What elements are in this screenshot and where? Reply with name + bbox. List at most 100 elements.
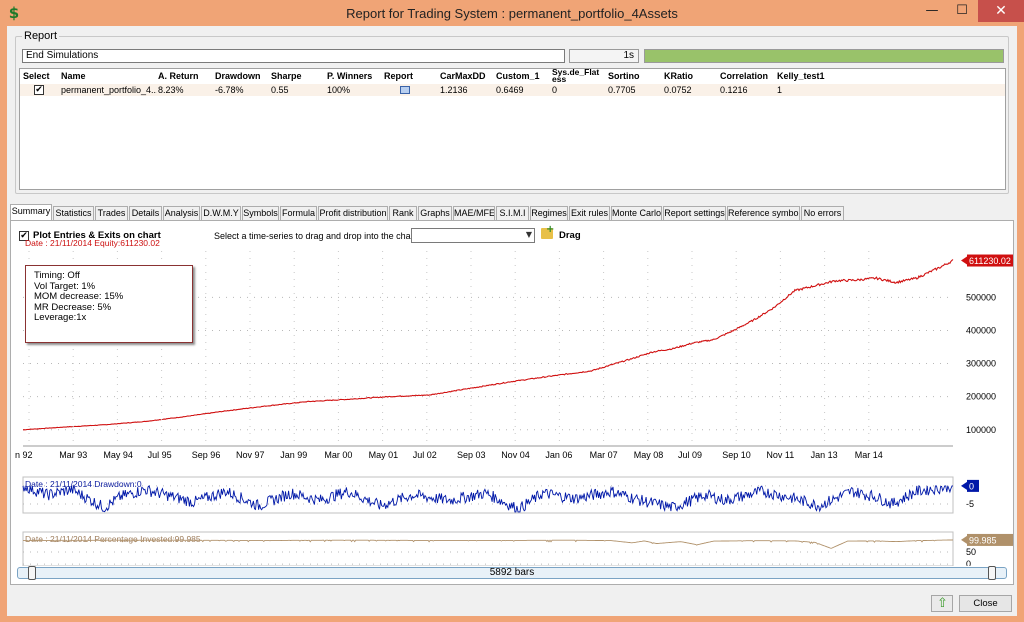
cell-name: permanent_portfolio_4... — [61, 85, 157, 95]
equity-x-tick-label: Mar 14 — [855, 450, 883, 460]
column-header-kelly[interactable]: Kelly_test1 — [777, 71, 825, 81]
column-header-correlation[interactable]: Correlation — [720, 71, 769, 81]
column-header-name[interactable]: Name — [61, 71, 86, 81]
equity-last-value-box — [967, 254, 1013, 267]
equity-x-tick-label: Jul 09 — [678, 450, 702, 460]
tab-exit-rules[interactable]: Exit rules — [569, 206, 610, 220]
drag-label: Drag — [559, 230, 581, 241]
cell-sysde: 0 — [552, 85, 558, 95]
title-bar: $ Report for Trading System : permanent_… — [0, 0, 1024, 26]
equity-y-tick-label: 500000 — [966, 292, 996, 302]
report-icon[interactable] — [400, 86, 410, 94]
plot-entries-label: Plot Entries & Exits on chart — [33, 230, 161, 241]
summary-panel: ✔ Plot Entries & Exits on chart Select a… — [10, 220, 1014, 585]
cell-drawdown: -6.78% — [215, 85, 244, 95]
app-dollar-icon: $ — [8, 4, 20, 22]
column-header-select[interactable]: Select — [23, 71, 50, 81]
equity-y-tick-label: 400000 — [966, 325, 996, 335]
drawdown-chart-title: Date : 21/11/2014 Drawdown:0 — [25, 479, 142, 489]
table-row[interactable]: ✔ permanent_portfolio_4... 8.23% -6.78% … — [20, 84, 1005, 96]
report-window: Report End Simulations 1s Select Name A.… — [7, 26, 1017, 616]
equity-x-tick-label: Jan 06 — [545, 450, 572, 460]
invested-series-line — [23, 539, 954, 549]
tab-mae-mfe[interactable]: MAE/MFE — [453, 206, 495, 220]
tab-symbols[interactable]: Symbols — [242, 206, 279, 220]
plus-icon: + — [546, 224, 555, 235]
chevron-down-icon: ▼ — [525, 230, 532, 239]
cell-sortino: 0.7705 — [608, 85, 636, 95]
tab-formula[interactable]: Formula — [280, 206, 317, 220]
tab-summary[interactable]: Summary — [10, 204, 52, 220]
equity-x-tick-label: Nov 97 — [236, 450, 265, 460]
equity-chart-title: Date : 21/11/2014 Equity:611230.02 — [25, 238, 160, 248]
report-group: Report End Simulations 1s Select Name A.… — [15, 30, 1009, 194]
close-button[interactable]: Close — [959, 595, 1012, 612]
strategy-info-box: Timing: Off Vol Target: 1% MOM decrease:… — [25, 265, 193, 343]
progress-fill — [645, 50, 1003, 62]
equity-x-tick-label: Jan 99 — [280, 450, 307, 460]
scroll-grip-right[interactable] — [988, 566, 996, 580]
tab-rank[interactable]: Rank — [389, 206, 417, 220]
drawdown-y-tick-label: -5 — [966, 499, 974, 509]
equity-x-tick-label: Jul 95 — [148, 450, 172, 460]
bars-count: 5892 bars — [489, 567, 535, 578]
minimize-button[interactable]: — — [925, 3, 939, 18]
tab-analysis[interactable]: Analysis — [163, 206, 200, 220]
info-line-timing: Timing: Off — [34, 270, 80, 281]
equity-y-tick-label: 300000 — [966, 359, 996, 369]
timeseries-select[interactable]: ▼ — [411, 228, 535, 243]
column-header-custom-1[interactable]: Custom_1 — [496, 71, 540, 81]
up-arrow-icon: ⇧ — [937, 596, 948, 611]
tab-profit-distribution[interactable]: Profit distribution — [318, 206, 388, 220]
equity-x-tick-label: Mar 00 — [324, 450, 352, 460]
progress-bar — [644, 49, 1004, 63]
cell-kratio: 0.0752 — [664, 85, 692, 95]
tab-monte-carlo[interactable]: Monte Carlo — [611, 206, 662, 220]
tab-details[interactable]: Details — [129, 206, 162, 220]
tab-statistics[interactable]: Statistics — [53, 206, 94, 220]
bars-scrollbar[interactable]: 5892 bars — [17, 566, 1007, 580]
tab-graphs[interactable]: Graphs — [418, 206, 452, 220]
column-header-p-winners[interactable]: P. Winners — [327, 71, 373, 81]
info-line-mr: MR Decrease: 5% — [34, 301, 112, 313]
close-window-button[interactable]: ✕ — [978, 0, 1024, 22]
cell-sharpe: 0.55 — [271, 85, 289, 95]
maximize-button[interactable]: ☐ — [956, 3, 968, 18]
tab-regimes[interactable]: Regimes — [530, 206, 568, 220]
equity-x-tick-label: Mar 93 — [59, 450, 87, 460]
drawdown-last-value-arrow — [961, 481, 967, 490]
equity-x-tick-label: Nov 11 — [766, 450, 794, 460]
window-title: Report for Trading System : permanent_po… — [346, 6, 678, 21]
plot-entries-checkbox[interactable]: ✔ — [19, 231, 29, 241]
invested-y-tick-label: 0 — [966, 559, 971, 566]
equity-x-tick-label: Sep 96 — [192, 450, 221, 460]
column-header-sharpe[interactable]: Sharpe — [271, 71, 302, 81]
up-arrow-button[interactable]: ⇧ — [931, 595, 953, 612]
tab-report-settings[interactable]: Report settings — [663, 206, 726, 220]
equity-x-tick-label: May 08 — [634, 450, 664, 460]
tab-no-errors[interactable]: No errors — [801, 206, 844, 220]
drawdown-last-value-box — [967, 479, 979, 492]
cell-a-return: 8.23% — [158, 85, 184, 95]
folder-add-icon[interactable] — [541, 228, 553, 239]
cell-carmaxdd: 1.2136 — [440, 85, 468, 95]
column-header-a-return[interactable]: A. Return — [158, 71, 199, 81]
equity-x-tick-label: Sep 03 — [457, 450, 486, 460]
column-header-sysde[interactable]: Sys.de_Flat ess — [552, 69, 600, 83]
select-checkbox[interactable]: ✔ — [34, 85, 44, 95]
status-field: End Simulations — [22, 49, 565, 63]
column-header-kratio[interactable]: KRatio — [664, 71, 693, 81]
scroll-grip-left[interactable] — [28, 566, 36, 580]
column-header-carmaxdd[interactable]: CarMaxDD — [440, 71, 486, 81]
timeseries-select-label: Select a time-series to drag and drop in… — [214, 231, 422, 241]
column-header-sortino[interactable]: Sortino — [608, 71, 640, 81]
elapsed-time: 1s — [569, 49, 639, 63]
tab-simi[interactable]: S.I.M.I — [496, 206, 529, 220]
info-line-vol-target: Vol Target: 1% — [34, 280, 96, 292]
tab-reference-symbol[interactable]: Reference symbol — [727, 206, 800, 220]
column-header-report[interactable]: Report — [384, 71, 413, 81]
column-header-drawdown[interactable]: Drawdown — [215, 71, 261, 81]
tab-dwmy[interactable]: D.W.M.Y — [201, 206, 241, 220]
equity-x-tick-label: Sep 10 — [722, 450, 751, 460]
tab-trades[interactable]: Trades — [95, 206, 128, 220]
